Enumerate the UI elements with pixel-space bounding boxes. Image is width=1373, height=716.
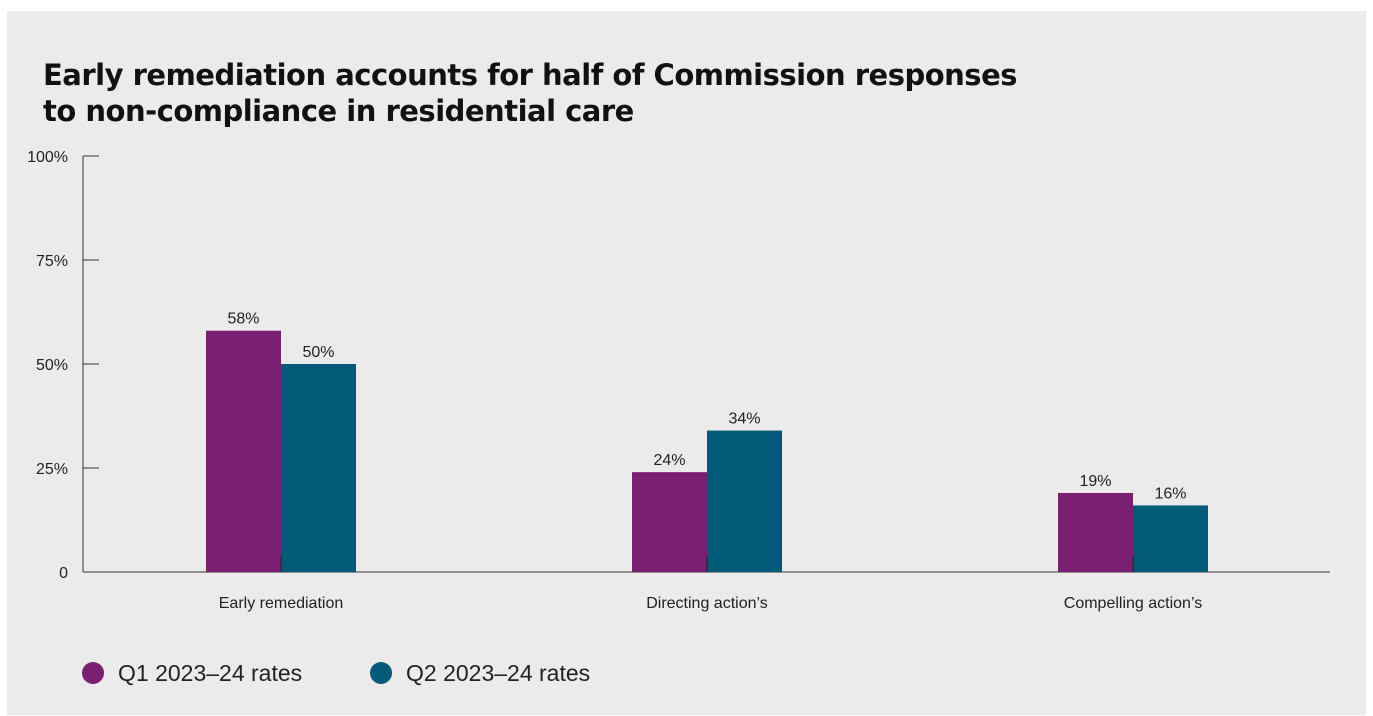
bar-q2 (281, 364, 356, 572)
legend-swatch-icon (82, 662, 104, 684)
data-label: 24% (653, 452, 685, 469)
category-label: Early remediation (219, 595, 344, 612)
bar-q2 (707, 430, 782, 572)
data-label: 50% (302, 344, 334, 361)
data-label: 16% (1154, 485, 1186, 502)
category-label: Compelling action’s (1064, 595, 1202, 612)
bar-q1 (206, 330, 281, 572)
y-tick-label: 0 (59, 565, 68, 582)
category-label: Directing action’s (646, 595, 768, 612)
data-label: 58% (227, 311, 259, 328)
bar-q1 (632, 472, 707, 572)
data-label: 34% (728, 411, 760, 428)
bar-q2 (1133, 505, 1208, 572)
y-tick-label: 75% (36, 253, 68, 270)
legend-label: Q2 2023–24 rates (406, 660, 591, 686)
y-tick-label: 25% (36, 461, 68, 478)
bar-q1 (1058, 492, 1133, 572)
chart-title: Early remediation accounts for half of C… (43, 58, 1018, 128)
legend-label: Q1 2023–24 rates (118, 660, 303, 686)
legend-swatch-icon (370, 662, 392, 684)
data-label: 19% (1079, 473, 1111, 490)
y-tick-label: 50% (36, 357, 68, 374)
y-tick-label: 100% (27, 149, 68, 166)
